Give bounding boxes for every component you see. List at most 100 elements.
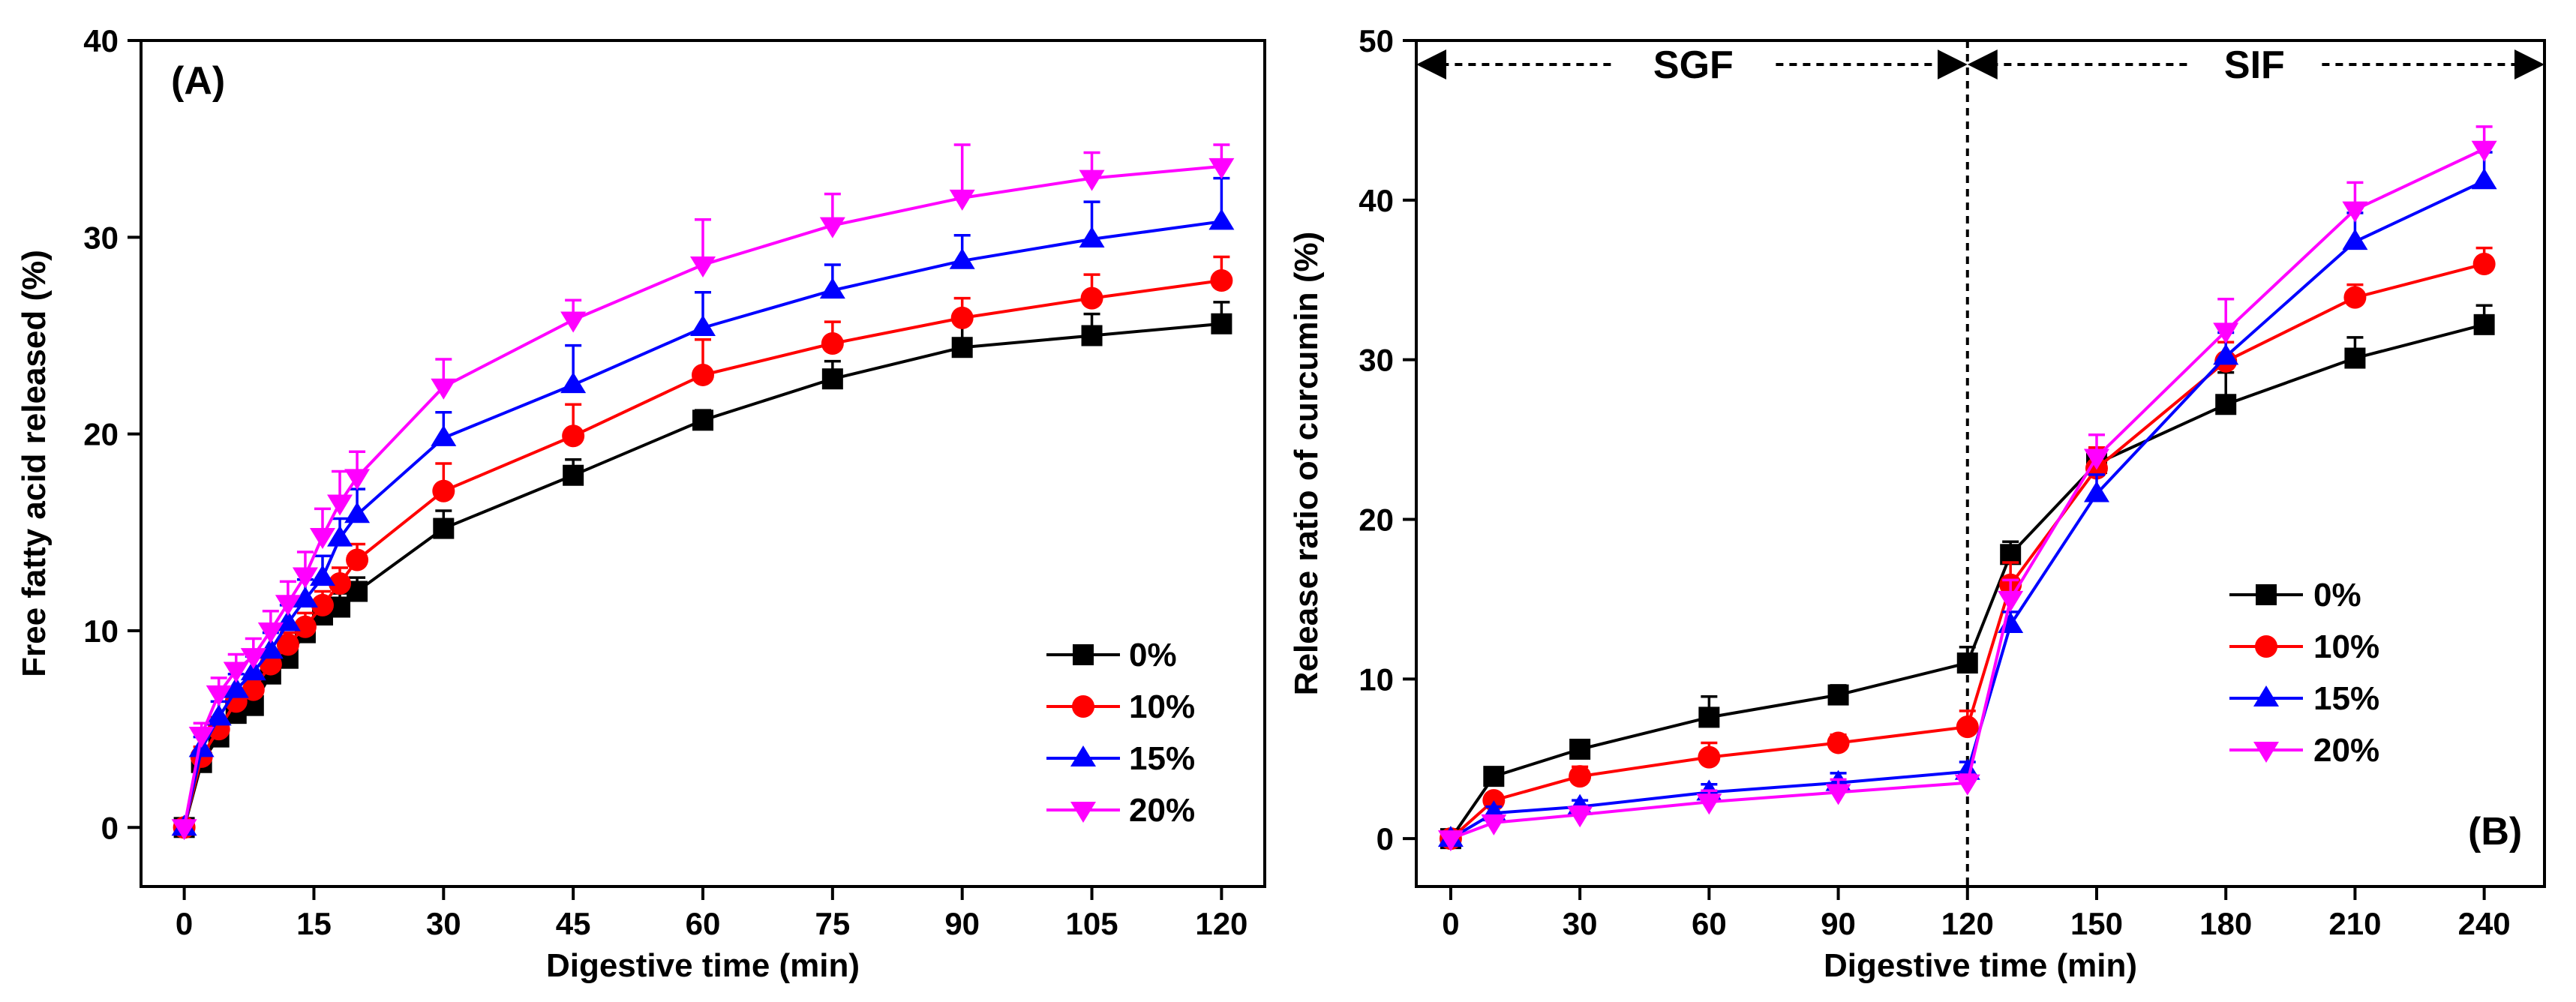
panel-a-data-point-20pct [188,727,215,748]
panel-a-data-point-20pct [309,528,335,550]
panel-b-data-point-10pct [1827,731,1850,754]
panel-a-x-tick-label: 75 [815,906,850,941]
legend-marker-0pct [1073,644,1094,665]
panel-a-data-point-20pct [431,378,457,400]
panel-a-data-point-15pct [1079,226,1105,248]
panel-b-y-axis-title: Release ratio of curcumin (%) [1288,232,1325,696]
panel-a-data-point-0pct [821,368,843,390]
panel-b-x-axis-title: Digestive time (min) [1824,947,2137,984]
panel-b-data-point-10pct [1698,746,1721,769]
legend-marker-15pct [1070,746,1096,766]
panel-b-data-point-20pct [2342,201,2368,223]
panel-a-data-point-20pct [206,685,232,706]
panel-b-data-point-0pct [2473,314,2495,335]
legend-label-20pct: 20% [1129,792,1195,829]
panel-a-data-point-15pct [690,314,716,336]
legend-marker-20pct [1070,802,1096,823]
panel-a-data-point-0pct [951,337,973,358]
legend-label-20pct: 20% [2313,732,2379,769]
panel-b-y-tick-label: 40 [1359,183,1394,218]
panel-a-x-tick-label: 120 [1195,906,1247,941]
legend-label-15pct: 15% [2313,680,2379,717]
panel-a-label: (A) [171,59,225,103]
panel-b-x-tick-label: 60 [1692,906,1727,941]
panel-a-data-point-20pct [560,311,587,333]
panel-b-series-20pct [1437,125,2497,852]
panel-b-data-point-20pct [1998,590,2024,612]
panel-a-data-point-10pct [1210,269,1233,292]
panel-a-data-point-15pct [1208,208,1235,230]
panel-b-data-point-0pct [2215,394,2237,416]
panel-a-data-point-15pct [344,502,371,524]
panel-a-y-tick-label: 20 [83,417,119,452]
panel-a-data-point-15pct [431,424,457,446]
legend-label-15pct: 15% [1129,740,1195,777]
panel-a-data-point-20pct [819,217,845,238]
panel-a-y-tick-label: 30 [83,220,119,255]
panel-a-data-point-15pct [327,525,353,547]
legend-entry-15pct: 15% [1046,740,1195,777]
panel-a-data-point-20pct [1208,158,1235,179]
panel-a-series-15pct [171,176,1235,836]
legend-entry-20pct: 20% [2229,732,2379,769]
panel-b-data-point-15pct [2213,344,2239,365]
panel-b-data-point-20pct [1696,794,1722,815]
panel-a-data-point-0pct [1081,325,1103,346]
panel-a-data-point-20pct [292,567,318,589]
panel-a-x-tick-label: 60 [686,906,721,941]
panel-a-y-axis-title: Free fatty acid released (%) [16,250,53,677]
panel-b-data-point-15pct [2342,229,2368,250]
panel-b-x-tick-label: 180 [2199,906,2252,941]
panel-a-data-point-20pct [1079,170,1105,191]
panel-a-data-point-20pct [171,819,197,841]
panel-a-data-point-10pct [293,615,317,638]
panel-a-data-point-15pct [206,704,232,726]
panel-b-x-tick-label: 150 [2070,906,2123,941]
panel-b-x-tick-label: 0 [1442,906,1459,941]
panel-b-data-point-10pct [1569,765,1592,788]
panel-b-data-point-20pct [2083,448,2109,470]
panel-a-data-point-10pct [950,306,974,329]
panel-b-data-point-15pct [2471,168,2497,190]
panel-a-axes: 0 15 30 45 60 75 90 105 120 0 10 20 30 40 [83,23,1247,941]
panel-b-data-point-0pct [1483,766,1505,788]
panel-b-data-point-10pct [1956,716,1979,739]
panel-a-data-point-10pct [242,678,265,701]
legend-marker-10pct [2255,635,2277,658]
panel-a-data-point-15pct [949,248,975,269]
panel-a-x-axis-title: Digestive time (min) [546,947,860,984]
panel-a-data-point-20pct [949,189,975,211]
panel-a-data-point-15pct [560,372,587,394]
panel-b-y-tick-label: 0 [1377,821,1394,856]
panel-a-data-point-0pct [563,464,584,486]
panel-a-y-tick-label: 40 [83,23,119,58]
panel-b-data-point-0pct [1827,684,1849,706]
panel-b-data-point-0pct [1569,738,1591,760]
panel-a-data-point-15pct [275,610,301,632]
panel-a-x-tick-label: 45 [556,906,591,941]
panel-b-data-point-20pct [2213,322,2239,344]
panel-b-y-tick-label: 30 [1359,343,1394,378]
legend-entry-10pct: 10% [2229,628,2379,665]
panel-a-data-point-0pct [433,518,455,539]
panel-b-x-tick-label: 30 [1563,906,1598,941]
legend-label-10pct: 10% [1129,688,1195,725]
panel-a-data-point-20pct [257,622,284,644]
panel-b-y-tick-label: 50 [1359,23,1394,58]
panel-b-label: (B) [2468,810,2522,854]
legend-marker-0pct [2256,584,2277,605]
panel-b-data-point-0pct [1698,706,1720,728]
panel-a-x-tick-label: 105 [1065,906,1118,941]
panel-b-data-point-10pct [2472,252,2496,275]
legend-entry-10pct: 10% [1046,688,1195,725]
panel-b-data-point-0pct [1956,652,1978,674]
legend-marker-15pct [2253,686,2279,706]
panel-a-data-point-20pct [240,648,266,670]
panel-a-data-point-10pct [329,572,352,596]
panel-b-data-point-0pct [2344,347,2366,369]
legend-entry-20pct: 20% [1046,792,1195,829]
panel-a-data-point-15pct [223,676,249,698]
panel-a-y-tick-label: 0 [101,810,119,845]
phase-annotations: SGF SIF [1416,40,2544,886]
